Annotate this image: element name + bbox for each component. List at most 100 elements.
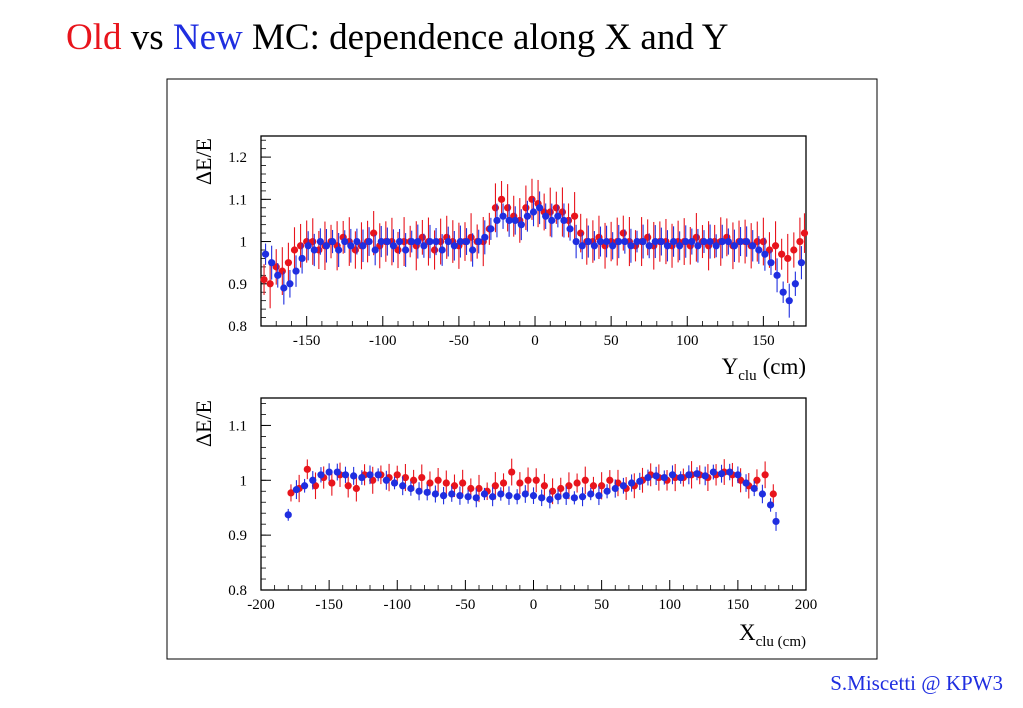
data-point <box>341 471 350 479</box>
y-tick-label: 1.1 <box>228 192 247 208</box>
data-point <box>418 473 426 482</box>
data-point <box>552 204 560 212</box>
data-point <box>432 237 440 246</box>
data-point <box>469 246 477 254</box>
data-point <box>287 489 295 497</box>
data-point <box>286 280 294 288</box>
data-point <box>303 465 311 473</box>
data-point <box>546 495 554 504</box>
data-point <box>487 225 495 233</box>
slide-title: Old vs New MC: dependence along X and Y <box>66 16 728 59</box>
data-point <box>439 492 448 500</box>
data-point <box>456 492 464 500</box>
data-point <box>677 473 685 482</box>
x-tick-label: 0 <box>530 597 538 613</box>
data-point <box>554 212 562 220</box>
data-point <box>791 280 799 288</box>
data-point <box>784 254 792 263</box>
data-point <box>310 246 318 254</box>
x-tick-label: 200 <box>795 597 818 613</box>
data-point <box>309 476 317 484</box>
data-point <box>475 237 483 246</box>
data-point <box>578 493 587 501</box>
x-tick-label: 150 <box>752 333 775 349</box>
data-point <box>769 490 777 498</box>
x-tick-label: -50 <box>455 597 475 613</box>
data-point <box>614 479 622 487</box>
data-point <box>688 237 696 246</box>
data-point <box>779 288 787 296</box>
data-point <box>328 479 336 487</box>
data-point <box>505 216 513 225</box>
x-tick-label: 100 <box>676 333 699 349</box>
data-point <box>499 479 508 487</box>
data-point <box>797 259 806 267</box>
data-point <box>284 511 292 519</box>
series-new <box>261 191 806 318</box>
data-point <box>706 237 714 246</box>
x-axis-label-sub: clu (cm) <box>756 634 806 650</box>
data-point <box>475 484 483 493</box>
data-point <box>651 237 659 246</box>
x-tick-label: 150 <box>727 597 750 613</box>
data-point <box>341 237 349 246</box>
data-point <box>374 471 382 479</box>
data-point <box>577 229 585 237</box>
data-point <box>491 204 500 212</box>
y-tick-label: 0.9 <box>228 528 247 544</box>
data-point <box>383 237 391 246</box>
data-point <box>685 471 693 479</box>
data-point <box>573 479 581 487</box>
data-point <box>390 479 399 487</box>
data-point <box>548 487 557 495</box>
data-point <box>352 484 360 493</box>
data-point <box>570 494 578 502</box>
y-tick-label: 1 <box>240 235 248 251</box>
data-point <box>772 517 780 526</box>
data-point <box>560 216 568 225</box>
data-point <box>317 471 325 479</box>
data-point <box>410 476 418 484</box>
data-point <box>511 216 519 225</box>
data-point <box>717 470 726 478</box>
data-point <box>761 250 769 258</box>
data-point <box>621 237 629 246</box>
data-point <box>619 229 627 237</box>
data-point <box>296 242 305 250</box>
data-point <box>304 242 312 250</box>
data-point <box>426 479 434 487</box>
series-old <box>260 178 809 309</box>
data-point <box>261 250 270 258</box>
data-point <box>260 275 268 284</box>
data-point <box>311 482 320 490</box>
y-tick-label: 0.8 <box>228 319 247 335</box>
x-tick-label: -200 <box>247 597 275 613</box>
data-point <box>700 237 708 246</box>
data-point <box>489 493 497 501</box>
data-point <box>694 242 702 250</box>
data-point <box>359 242 367 250</box>
data-point <box>284 259 293 267</box>
data-point <box>718 237 726 246</box>
y-tick-label: 0.8 <box>228 583 247 599</box>
data-point <box>497 490 505 498</box>
x-tick-label: -150 <box>315 597 343 613</box>
data-point <box>266 280 274 288</box>
data-point <box>423 488 431 496</box>
data-point <box>562 492 570 500</box>
x-tick-label: -50 <box>449 333 469 349</box>
data-point <box>652 472 660 480</box>
data-point <box>505 492 513 500</box>
x-tick-label: 100 <box>659 597 682 613</box>
data-point <box>456 237 465 246</box>
data-point <box>353 237 361 246</box>
data-point <box>724 237 732 246</box>
title-old: Old <box>66 17 122 58</box>
x-tick-label: 0 <box>531 333 539 349</box>
data-point <box>796 237 804 246</box>
data-point <box>584 237 592 246</box>
x-tick-label: 50 <box>594 597 609 613</box>
data-point <box>609 242 617 250</box>
data-point <box>554 493 562 501</box>
data-point <box>790 246 798 254</box>
